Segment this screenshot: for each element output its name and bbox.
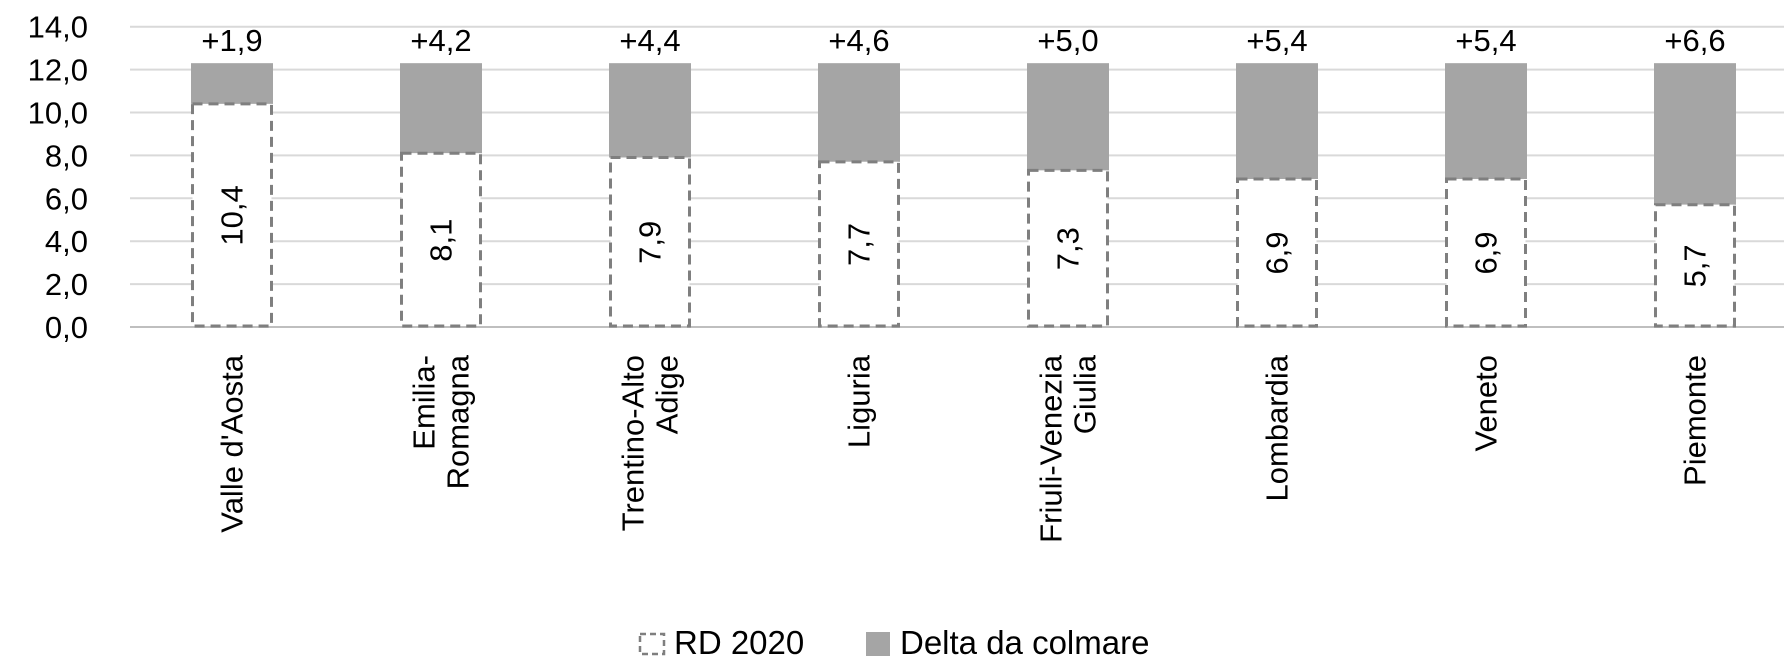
- delta-value-label: +6,6: [1664, 23, 1725, 58]
- bar-delta-da-colmare: [191, 63, 273, 104]
- rd-value-label: 6,9: [1469, 231, 1504, 274]
- delta-value-label: +5,4: [1246, 23, 1307, 58]
- bar-delta-da-colmare: [1654, 63, 1736, 205]
- rd-value-label: 7,9: [633, 221, 668, 264]
- bar-rd-2020: [1027, 168, 1109, 328]
- x-category-label: Liguria: [842, 354, 877, 448]
- x-category-label: Veneto: [1469, 355, 1504, 452]
- bar-rd-2020: [1236, 177, 1318, 328]
- delta-value-label: +4,2: [410, 23, 471, 58]
- bar-rd-2020: [400, 151, 482, 328]
- legend-swatch-delta-da-colmare: [866, 632, 890, 656]
- bar-rd-2020: [609, 156, 691, 328]
- y-tick-label: 10,0: [28, 96, 88, 131]
- rd-value-label: 10,4: [215, 185, 250, 245]
- y-tick-label: 2,0: [45, 267, 88, 302]
- x-category-label: Friuli-Venezia: [1034, 354, 1069, 543]
- bar-delta-da-colmare: [609, 63, 691, 158]
- legend-swatch-rd-2020: [638, 632, 666, 656]
- rd-value-label: 7,3: [1051, 227, 1086, 270]
- legend-item-rd-2020: RD 2020: [638, 624, 804, 657]
- y-tick-label: 12,0: [28, 53, 88, 88]
- y-tick-label: 4,0: [45, 224, 88, 259]
- legend: RD 2020 Delta da colmare: [638, 624, 1149, 657]
- delta-value-label: +5,4: [1455, 23, 1516, 58]
- x-category-label: Emilia-: [407, 355, 442, 450]
- bars: +1,9 10,4 +4,2 8,1 +4,4 7,9 +4,6 7,7 +5,0 7,3 +5,4…: [191, 23, 1736, 328]
- x-category-label: Lombardia: [1260, 354, 1295, 501]
- bar-rd-2020: [1654, 203, 1736, 328]
- bar-delta-da-colmare: [400, 63, 482, 154]
- legend-label-delta-da-colmare: Delta da colmare: [900, 624, 1149, 657]
- x-category-label: Romagna: [441, 354, 476, 489]
- legend-item-delta-da-colmare: Delta da colmare: [866, 624, 1149, 657]
- x-category-label: Trentino-Alto: [616, 355, 651, 531]
- y-tick-label: 6,0: [45, 181, 88, 216]
- bar-delta-da-colmare: [1445, 63, 1527, 179]
- x-category-label: Valle d'Aosta: [215, 354, 250, 532]
- delta-value-label: +1,9: [201, 23, 262, 58]
- bar-delta-da-colmare: [1236, 63, 1318, 179]
- bar-delta-da-colmare: [818, 63, 900, 162]
- rd-value-label: 5,7: [1678, 244, 1713, 287]
- delta-value-label: +4,4: [619, 23, 680, 58]
- bar-delta-da-colmare: [1027, 63, 1109, 171]
- rd-value-label: 7,7: [842, 223, 877, 266]
- x-category-label: Adige: [650, 355, 685, 434]
- delta-value-label: +4,6: [828, 23, 889, 58]
- bar-rd-2020: [818, 160, 900, 328]
- rd-value-label: 6,9: [1260, 231, 1295, 274]
- x-category-label: Piemonte: [1678, 355, 1713, 486]
- y-tick-label: 8,0: [45, 138, 88, 173]
- y-axis: 0,0 2,0 4,0 6,0 8,0 10,0 12,0 14,0: [28, 10, 88, 345]
- bar-rd-2020: [191, 102, 273, 328]
- x-axis: Valle d'Aosta Emilia- Romagna Trentino-Alto…: [215, 354, 1713, 543]
- bar-rd-2020: [1445, 177, 1527, 328]
- gridlines: [130, 25, 1784, 328]
- y-tick-label: 0,0: [45, 310, 88, 345]
- x-category-label: Giulia: [1068, 354, 1103, 434]
- delta-value-label: +5,0: [1037, 23, 1098, 58]
- legend-label-rd-2020: RD 2020: [674, 624, 804, 657]
- rd-value-label: 8,1: [424, 219, 459, 262]
- y-tick-label: 14,0: [28, 10, 88, 45]
